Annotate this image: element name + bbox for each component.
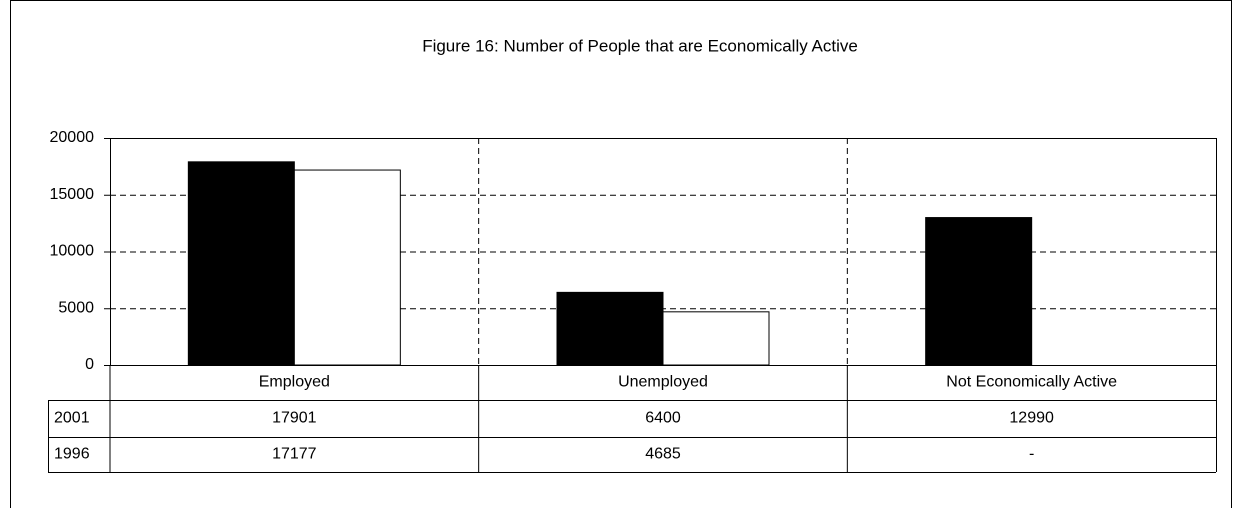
y-tick-label: 0 bbox=[85, 356, 94, 373]
bar bbox=[925, 217, 1033, 366]
x-tick-label: Not Economically Active bbox=[946, 374, 1117, 391]
chart-title: Figure 16: Number of People that are Eco… bbox=[422, 36, 858, 55]
table-value: - bbox=[1029, 446, 1034, 463]
y-tick-label: 20000 bbox=[50, 129, 95, 146]
table-value: 4685 bbox=[645, 446, 681, 463]
table-value: 6400 bbox=[645, 410, 681, 427]
x-tick-label: Employed bbox=[259, 374, 330, 391]
x-tick-label: Unemployed bbox=[618, 374, 708, 391]
y-tick-label: 10000 bbox=[50, 243, 95, 260]
legend-label: 2001 bbox=[54, 410, 90, 427]
legend-label: 1996 bbox=[54, 446, 90, 463]
bar bbox=[293, 169, 401, 366]
table-value: 12990 bbox=[1009, 410, 1054, 427]
y-tick-label: 5000 bbox=[58, 299, 94, 316]
y-tick-label: 15000 bbox=[50, 186, 95, 203]
bar bbox=[556, 291, 664, 366]
table-value: 17177 bbox=[272, 446, 317, 463]
bar bbox=[187, 161, 295, 366]
bar bbox=[662, 311, 770, 366]
table-value: 17901 bbox=[272, 410, 317, 427]
